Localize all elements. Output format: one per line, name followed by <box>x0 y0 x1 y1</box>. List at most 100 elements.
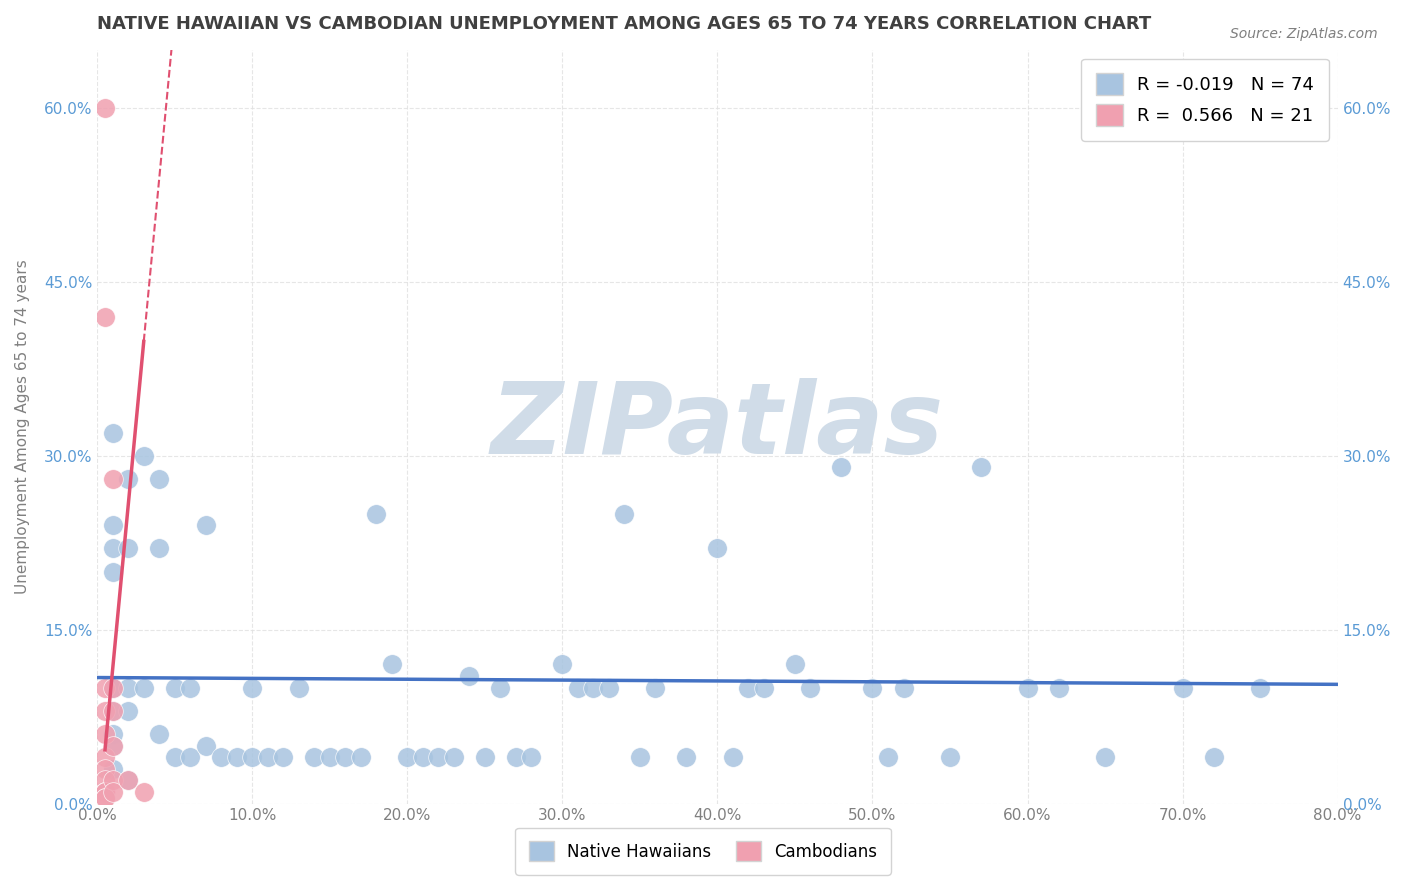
Cambodians <box>94 704 117 718</box>
Native Hawaiians <box>366 507 388 521</box>
Cambodians <box>94 790 117 805</box>
Native Hawaiians <box>893 681 915 695</box>
Cambodians <box>101 773 124 788</box>
Native Hawaiians <box>412 750 434 764</box>
Legend: R = -0.019   N = 74, R =  0.566   N = 21: R = -0.019 N = 74, R = 0.566 N = 21 <box>1081 59 1329 141</box>
Native Hawaiians <box>194 739 217 753</box>
Native Hawaiians <box>644 681 666 695</box>
Native Hawaiians <box>304 750 326 764</box>
Cambodians <box>101 785 124 799</box>
Native Hawaiians <box>458 669 481 683</box>
Native Hawaiians <box>132 681 155 695</box>
Native Hawaiians <box>939 750 962 764</box>
Cambodians <box>94 790 117 805</box>
Native Hawaiians <box>101 762 124 776</box>
Native Hawaiians <box>830 460 852 475</box>
Native Hawaiians <box>288 681 311 695</box>
Native Hawaiians <box>101 541 124 556</box>
Native Hawaiians <box>132 449 155 463</box>
Native Hawaiians <box>799 681 821 695</box>
Native Hawaiians <box>117 704 139 718</box>
Native Hawaiians <box>350 750 373 764</box>
Text: Source: ZipAtlas.com: Source: ZipAtlas.com <box>1230 27 1378 41</box>
Native Hawaiians <box>551 657 574 672</box>
Native Hawaiians <box>179 750 201 764</box>
Cambodians <box>101 739 124 753</box>
Native Hawaiians <box>877 750 900 764</box>
Native Hawaiians <box>163 750 186 764</box>
Cambodians <box>94 785 117 799</box>
Native Hawaiians <box>443 750 465 764</box>
Cambodians <box>94 773 117 788</box>
Text: NATIVE HAWAIIAN VS CAMBODIAN UNEMPLOYMENT AMONG AGES 65 TO 74 YEARS CORRELATION : NATIVE HAWAIIAN VS CAMBODIAN UNEMPLOYMEN… <box>97 15 1152 33</box>
Native Hawaiians <box>613 507 636 521</box>
Native Hawaiians <box>783 657 806 672</box>
Native Hawaiians <box>1249 681 1271 695</box>
Cambodians <box>101 704 124 718</box>
Native Hawaiians <box>598 681 620 695</box>
Native Hawaiians <box>381 657 404 672</box>
Native Hawaiians <box>256 750 278 764</box>
Native Hawaiians <box>520 750 543 764</box>
Native Hawaiians <box>101 425 124 440</box>
Native Hawaiians <box>1047 681 1070 695</box>
Native Hawaiians <box>427 750 450 764</box>
Native Hawaiians <box>1094 750 1116 764</box>
Cambodians <box>94 681 117 695</box>
Cambodians <box>94 727 117 741</box>
Cambodians <box>94 785 117 799</box>
Native Hawaiians <box>117 472 139 486</box>
Native Hawaiians <box>970 460 993 475</box>
Native Hawaiians <box>675 750 697 764</box>
Native Hawaiians <box>101 727 124 741</box>
Native Hawaiians <box>505 750 527 764</box>
Cambodians <box>94 762 117 776</box>
Native Hawaiians <box>101 681 124 695</box>
Native Hawaiians <box>163 681 186 695</box>
Text: ZIPatlas: ZIPatlas <box>491 378 943 475</box>
Native Hawaiians <box>101 565 124 579</box>
Cambodians <box>94 310 117 324</box>
Native Hawaiians <box>271 750 294 764</box>
Native Hawaiians <box>148 541 170 556</box>
Native Hawaiians <box>567 681 589 695</box>
Native Hawaiians <box>101 518 124 533</box>
Native Hawaiians <box>117 681 139 695</box>
Native Hawaiians <box>628 750 651 764</box>
Native Hawaiians <box>752 681 775 695</box>
Native Hawaiians <box>1202 750 1225 764</box>
Native Hawaiians <box>1171 681 1194 695</box>
Native Hawaiians <box>240 681 263 695</box>
Native Hawaiians <box>194 518 217 533</box>
Native Hawaiians <box>862 681 884 695</box>
Native Hawaiians <box>396 750 419 764</box>
Native Hawaiians <box>489 681 512 695</box>
Native Hawaiians <box>148 472 170 486</box>
Native Hawaiians <box>209 750 232 764</box>
Native Hawaiians <box>240 750 263 764</box>
Native Hawaiians <box>721 750 744 764</box>
Cambodians <box>101 681 124 695</box>
Native Hawaiians <box>706 541 728 556</box>
Native Hawaiians <box>117 773 139 788</box>
Native Hawaiians <box>474 750 496 764</box>
Cambodians <box>101 472 124 486</box>
Native Hawaiians <box>101 704 124 718</box>
Cambodians <box>117 773 139 788</box>
Cambodians <box>94 750 117 764</box>
Cambodians <box>94 101 117 115</box>
Cambodians <box>132 785 155 799</box>
Y-axis label: Unemployment Among Ages 65 to 74 years: Unemployment Among Ages 65 to 74 years <box>15 260 30 594</box>
Native Hawaiians <box>1017 681 1039 695</box>
Native Hawaiians <box>737 681 759 695</box>
Cambodians <box>94 785 117 799</box>
Native Hawaiians <box>101 739 124 753</box>
Native Hawaiians <box>148 727 170 741</box>
Native Hawaiians <box>117 541 139 556</box>
Native Hawaiians <box>582 681 605 695</box>
Native Hawaiians <box>319 750 342 764</box>
Native Hawaiians <box>335 750 357 764</box>
Native Hawaiians <box>101 681 124 695</box>
Native Hawaiians <box>225 750 247 764</box>
Legend: Native Hawaiians, Cambodians: Native Hawaiians, Cambodians <box>515 828 891 875</box>
